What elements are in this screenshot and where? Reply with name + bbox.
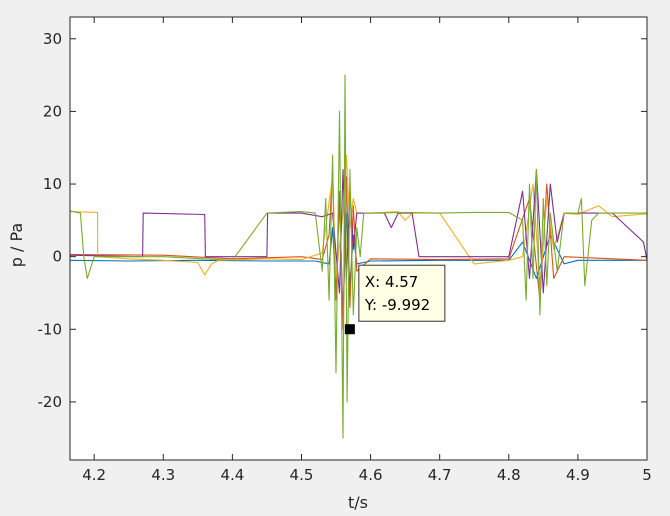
datatip-y-text: Y: -9.992 [364, 296, 430, 314]
datatip-marker[interactable] [344, 324, 355, 335]
series-layer [69, 74, 648, 439]
y-tick-label: -20 [38, 393, 63, 411]
datatip-box[interactable] [358, 264, 446, 322]
x-tick-label: 5 [642, 466, 652, 484]
x-ticks: 4.2 4.3 4.4 4.5 4.6 4.7 4.8 4.9 5 [82, 17, 652, 484]
series-line-5 [69, 74, 647, 439]
axes-box [69, 16, 648, 461]
y-tick-label: 20 [43, 102, 62, 120]
x-tick-label: 4.8 [497, 466, 521, 484]
x-tick-label: 4.2 [82, 466, 106, 484]
y-tick-label: 10 [43, 175, 62, 193]
y-tick-label: -10 [38, 320, 63, 338]
x-tick-label: 4.7 [428, 466, 452, 484]
y-tick-label: 30 [43, 30, 62, 48]
series-line-3 [69, 154, 648, 287]
x-tick-label: 4.5 [290, 466, 314, 484]
y-tick-label: 0 [52, 248, 62, 266]
datatip-x-text: X: 4.57 [365, 273, 419, 291]
datatip-layer[interactable]: X: 4.57 Y: -9.992 [344, 264, 446, 335]
y-axis-label: p / Pa [7, 223, 26, 267]
x-tick-label: 4.4 [220, 466, 244, 484]
x-axis-label: t/s [348, 493, 368, 512]
x-tick-label: 4.9 [566, 466, 590, 484]
x-tick-label: 4.6 [359, 466, 383, 484]
y-ticks: -20 -10 0 10 20 30 [38, 30, 647, 411]
x-tick-label: 4.3 [151, 466, 175, 484]
